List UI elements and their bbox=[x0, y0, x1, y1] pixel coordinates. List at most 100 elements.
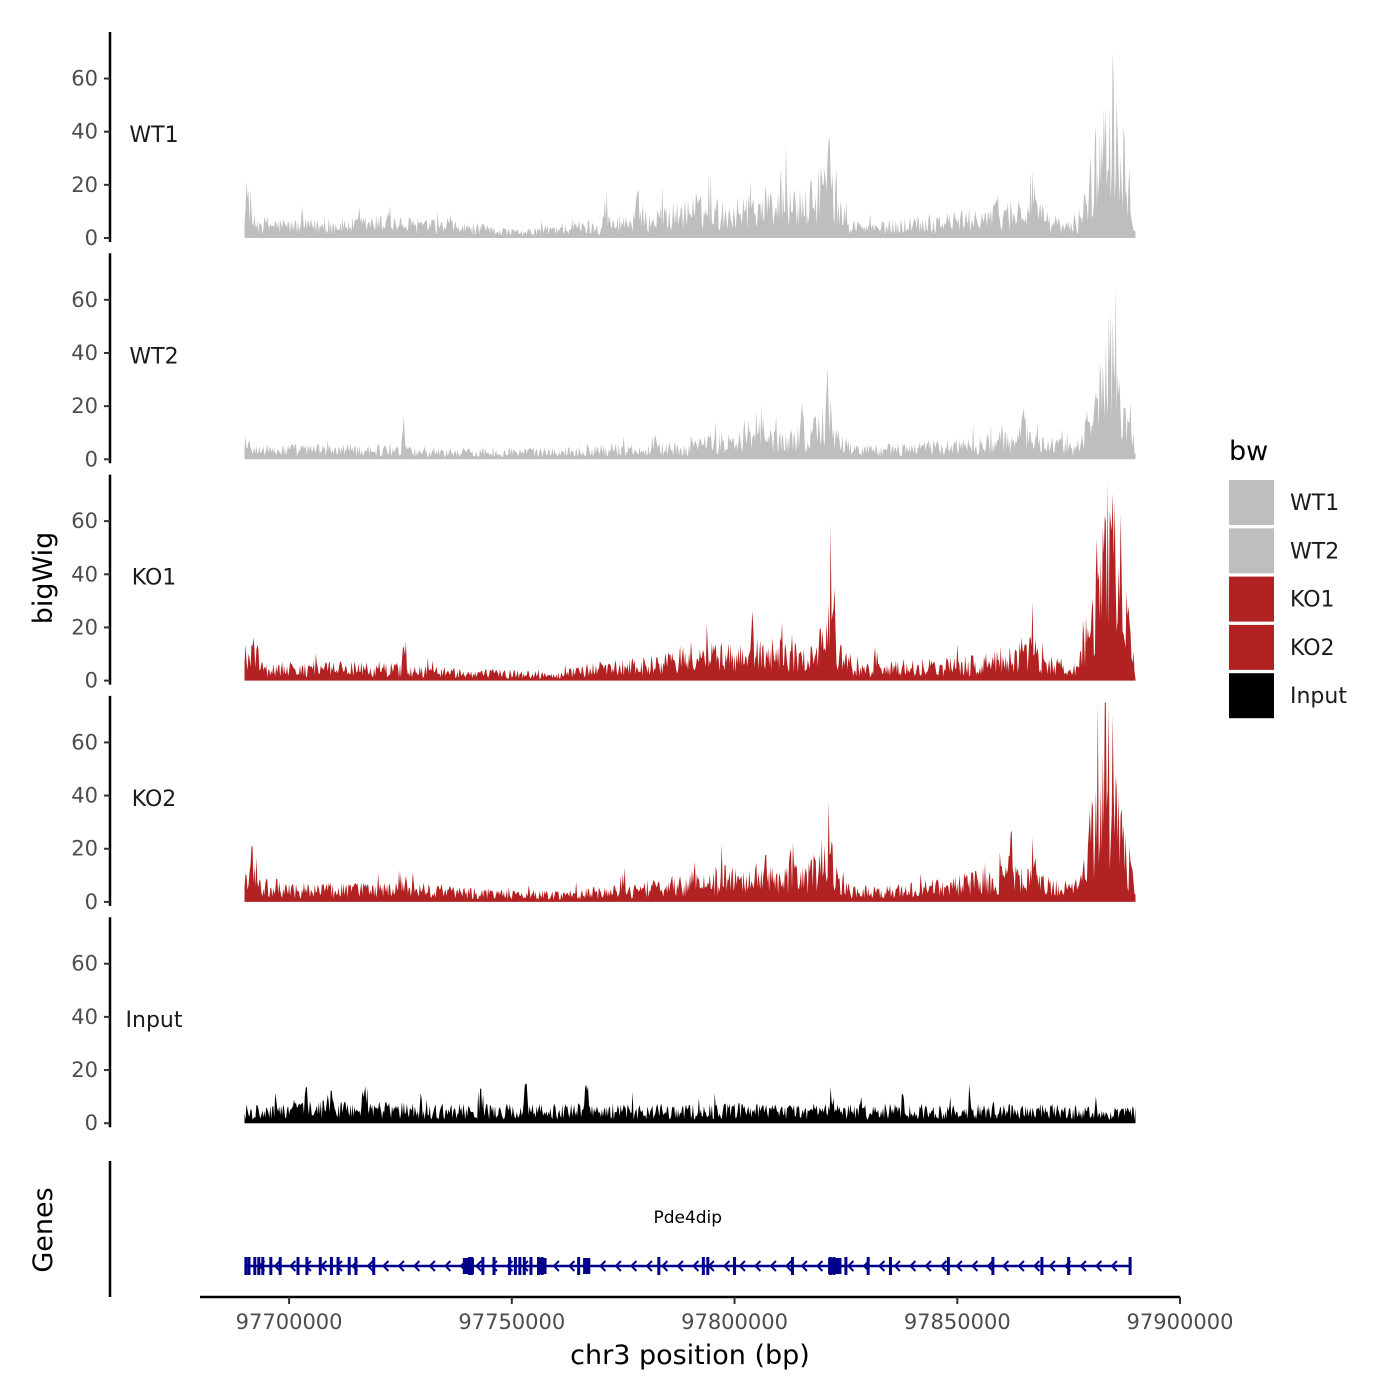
strand-arrow bbox=[800, 1260, 808, 1272]
legend-swatch-input bbox=[1229, 673, 1274, 719]
exon bbox=[318, 1257, 322, 1275]
strand-arrow bbox=[676, 1260, 684, 1272]
exon bbox=[888, 1257, 892, 1275]
exon bbox=[522, 1257, 526, 1275]
strand-arrow bbox=[971, 1260, 979, 1272]
exon-block bbox=[538, 1258, 547, 1274]
strand-arrow bbox=[1110, 1260, 1118, 1272]
signal-area-input bbox=[244, 1083, 1136, 1124]
x-tick-label: 97750000 bbox=[458, 1310, 565, 1334]
exon-block bbox=[583, 1258, 591, 1274]
exon bbox=[701, 1257, 705, 1275]
strand-arrow bbox=[397, 1260, 405, 1272]
exon bbox=[513, 1257, 517, 1275]
strand-arrow bbox=[599, 1260, 607, 1272]
exon bbox=[372, 1257, 376, 1275]
y-tick-label: 60 bbox=[71, 509, 98, 533]
strand-arrow bbox=[738, 1260, 746, 1272]
exon bbox=[577, 1257, 581, 1275]
track-label-input: Input bbox=[126, 1008, 183, 1033]
exon bbox=[354, 1257, 358, 1275]
exon bbox=[733, 1257, 737, 1275]
y-tick-label: 60 bbox=[71, 952, 98, 976]
track-label-ko2: KO2 bbox=[132, 787, 177, 812]
y-tick-label: 20 bbox=[71, 615, 98, 639]
strand-arrow bbox=[1079, 1260, 1087, 1272]
y-tick-label: 20 bbox=[71, 837, 98, 861]
x-tick-label: 97700000 bbox=[236, 1310, 343, 1334]
strand-arrow bbox=[645, 1260, 653, 1272]
y-tick-label: 40 bbox=[71, 1005, 98, 1029]
track-ko1: 0 20 40 60 KO1 bbox=[71, 474, 1136, 693]
exon bbox=[1128, 1257, 1132, 1275]
strand-arrow bbox=[955, 1260, 963, 1272]
y-tick-label: 20 bbox=[71, 394, 98, 418]
y-tick-label: 0 bbox=[85, 669, 98, 693]
exon bbox=[296, 1257, 300, 1275]
strand-arrow bbox=[475, 1260, 483, 1272]
signal-area-ko2 bbox=[244, 702, 1136, 902]
legend: bw WT1 WT2 KO1 KO2 Input bbox=[1229, 436, 1347, 719]
y-axis-title: bigWig bbox=[28, 532, 59, 625]
exon bbox=[508, 1257, 512, 1275]
strand-arrow bbox=[552, 1260, 560, 1272]
strand-arrow bbox=[444, 1260, 452, 1272]
legend-swatch-wt1 bbox=[1229, 480, 1274, 525]
exon bbox=[257, 1257, 261, 1275]
tracks-layer: 0 20 40 60 WT1 0 20 40 60 WT2 0 20 40 60 KO1 0 20 40 60 KO2… bbox=[71, 32, 1136, 1135]
y-tick-label: 60 bbox=[71, 730, 98, 754]
x-axis-title: chr3 position (bp) bbox=[570, 1340, 810, 1371]
exon bbox=[1040, 1257, 1044, 1275]
strand-arrow bbox=[413, 1260, 421, 1272]
strand-arrow bbox=[382, 1260, 390, 1272]
y-tick-label: 40 bbox=[71, 341, 98, 365]
strand-arrow bbox=[816, 1260, 824, 1272]
gene-name-label: Pde4dip bbox=[653, 1208, 722, 1228]
strand-arrow bbox=[1017, 1260, 1025, 1272]
y-tick-label: 20 bbox=[71, 1058, 98, 1082]
track-label-ko1: KO1 bbox=[132, 566, 177, 591]
legend-label-wt2: WT2 bbox=[1290, 539, 1339, 564]
exon bbox=[790, 1257, 794, 1275]
strand-arrow bbox=[909, 1260, 917, 1272]
exon-block bbox=[828, 1258, 842, 1274]
strand-arrow bbox=[614, 1260, 622, 1272]
y-tick-label: 60 bbox=[71, 67, 98, 91]
exon bbox=[261, 1257, 265, 1275]
strand-arrow bbox=[289, 1260, 297, 1272]
signal-area-wt2 bbox=[244, 284, 1136, 460]
x-tick-label: 97900000 bbox=[1127, 1310, 1234, 1334]
track-wt1: 0 20 40 60 WT1 bbox=[71, 32, 1136, 250]
exon bbox=[657, 1257, 661, 1275]
strand-arrow bbox=[692, 1260, 700, 1272]
exon bbox=[946, 1257, 950, 1275]
strand-arrow bbox=[568, 1260, 576, 1272]
strand-arrow bbox=[1095, 1260, 1103, 1272]
y-tick-label: 40 bbox=[71, 784, 98, 808]
exon bbox=[706, 1257, 710, 1275]
exon-block bbox=[462, 1258, 474, 1274]
exon bbox=[991, 1257, 995, 1275]
strand-arrow bbox=[366, 1260, 374, 1272]
strand-arrow bbox=[924, 1260, 932, 1272]
legend-label-ko1: KO1 bbox=[1290, 588, 1335, 613]
strand-arrow bbox=[769, 1260, 777, 1272]
exon bbox=[518, 1257, 522, 1275]
strand-arrow bbox=[630, 1260, 638, 1272]
exon bbox=[244, 1257, 248, 1275]
exon bbox=[336, 1257, 340, 1275]
y-tick-label: 20 bbox=[71, 173, 98, 197]
strand-arrow bbox=[940, 1260, 948, 1272]
y-tick-label: 0 bbox=[85, 1111, 98, 1135]
exon bbox=[247, 1257, 251, 1275]
exon bbox=[529, 1257, 533, 1275]
exon bbox=[347, 1257, 351, 1275]
track-input: 0 20 40 60 Input bbox=[71, 917, 1136, 1135]
track-wt2: 0 20 40 60 WT2 bbox=[71, 253, 1136, 471]
legend-swatch-ko1 bbox=[1229, 576, 1274, 622]
strand-arrow bbox=[754, 1260, 762, 1272]
legend-swatch-ko2 bbox=[1229, 624, 1274, 670]
legend-label-input: Input bbox=[1290, 684, 1347, 709]
legend-label-ko2: KO2 bbox=[1290, 636, 1335, 661]
signal-area-wt1 bbox=[244, 51, 1136, 238]
